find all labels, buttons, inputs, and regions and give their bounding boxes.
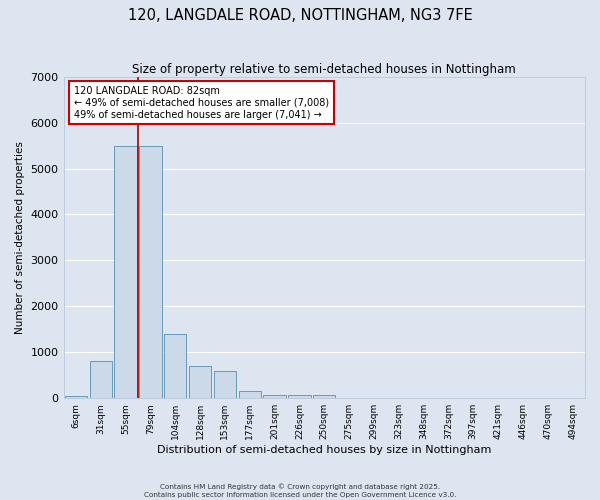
Bar (65, 396, 87, 398)
Bar (313, 394, 335, 398)
Bar (164, 334, 187, 398)
Text: 120, LANGDALE ROAD, NOTTINGHAM, NG3 7FE: 120, LANGDALE ROAD, NOTTINGHAM, NG3 7FE (128, 8, 472, 22)
Y-axis label: Number of semi-detached properties: Number of semi-detached properties (15, 141, 25, 334)
Bar (239, 392, 261, 398)
Bar (89, 362, 112, 398)
Bar (263, 394, 286, 398)
Bar (139, 146, 161, 398)
Bar (288, 395, 311, 398)
X-axis label: Distribution of semi-detached houses by size in Nottingham: Distribution of semi-detached houses by … (157, 445, 491, 455)
Title: Size of property relative to semi-detached houses in Nottingham: Size of property relative to semi-detach… (133, 62, 516, 76)
Text: 120 LANGDALE ROAD: 82sqm
← 49% of semi-detached houses are smaller (7,008)
49% o: 120 LANGDALE ROAD: 82sqm ← 49% of semi-d… (74, 86, 329, 120)
Bar (115, 146, 137, 398)
Bar (214, 370, 236, 398)
Text: Contains HM Land Registry data © Crown copyright and database right 2025.
Contai: Contains HM Land Registry data © Crown c… (144, 484, 456, 498)
Bar (189, 366, 211, 398)
